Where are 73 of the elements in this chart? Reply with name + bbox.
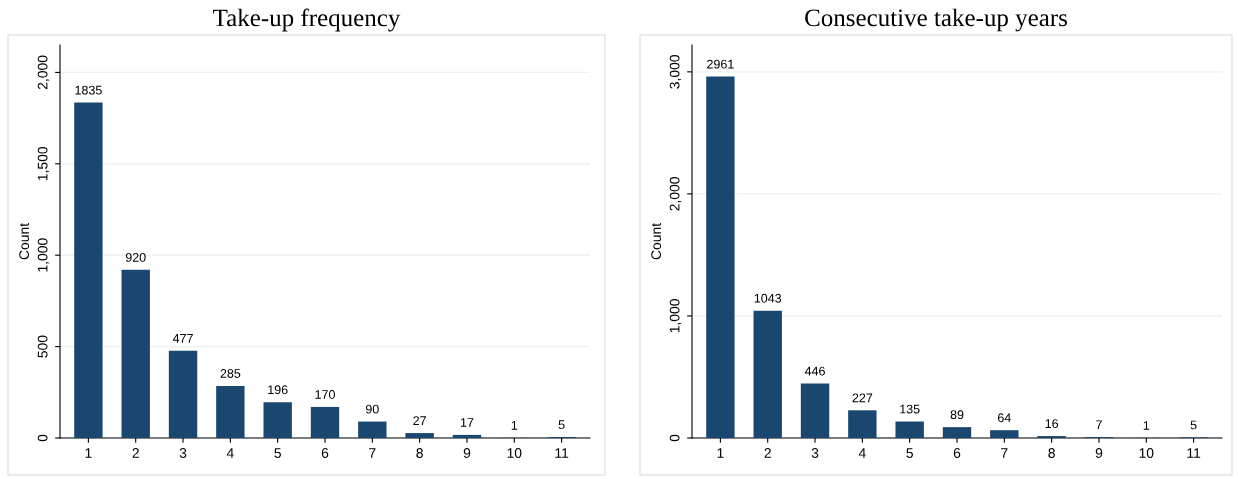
x-tick-label: 5 — [906, 448, 913, 458]
x-tick-label: 3 — [811, 448, 819, 458]
y-tick-label: 3,000 — [669, 55, 682, 89]
x-tick-label: 1 — [85, 448, 92, 458]
x-tick-label: 2 — [764, 448, 771, 458]
data-label: 1 — [511, 421, 518, 430]
bar — [990, 430, 1019, 438]
bar — [452, 434, 482, 438]
data-label: 89 — [950, 410, 964, 420]
x-tick-label: 4 — [858, 448, 866, 458]
data-label: 477 — [172, 334, 193, 343]
data-label: 920 — [125, 252, 146, 262]
data-label: 90 — [365, 404, 379, 414]
x-tick-label: 10 — [1139, 448, 1154, 458]
data-label: 5 — [1190, 420, 1197, 430]
data-label: 196 — [268, 385, 288, 395]
data-label: 1835 — [75, 85, 102, 95]
x-tick-label: 10 — [507, 448, 522, 458]
x-tick-label: 7 — [369, 448, 376, 458]
data-label: 2961 — [707, 59, 734, 69]
bar — [216, 385, 245, 438]
y-tick-label: 1,500 — [37, 146, 50, 181]
bar — [942, 427, 972, 438]
bar — [800, 383, 830, 438]
y-tick-label: 1,000 — [669, 299, 682, 333]
y-tick-label: 2,000 — [669, 177, 682, 211]
y-tick-label: 2,000 — [37, 55, 50, 90]
y-tick-label: 0 — [669, 434, 680, 442]
x-tick-label: 1 — [717, 448, 724, 458]
data-label: 446 — [804, 366, 825, 376]
y-tick-label: 0 — [37, 434, 48, 442]
y-tick-label: 500 — [37, 335, 48, 358]
x-tick-label: 6 — [321, 448, 329, 458]
x-tick-label: 11 — [555, 448, 569, 458]
x-tick-label: 4 — [226, 448, 234, 458]
x-tick-label: 8 — [416, 448, 423, 458]
data-label: 1043 — [754, 293, 782, 303]
data-label: 285 — [220, 369, 241, 378]
y-axis-title: Count — [651, 223, 662, 260]
data-label: 64 — [998, 413, 1011, 423]
bar — [706, 76, 735, 438]
bar — [753, 310, 782, 438]
bar — [848, 410, 877, 438]
data-label: 170 — [315, 390, 335, 399]
x-tick-label: 3 — [179, 448, 187, 458]
data-label: 227 — [852, 393, 873, 403]
data-label: 17 — [460, 418, 474, 427]
x-tick-label: 9 — [1095, 448, 1103, 458]
y-axis-title: Count — [19, 223, 30, 260]
x-tick-label: 2 — [132, 448, 139, 458]
bar — [74, 102, 103, 438]
bar — [121, 269, 150, 438]
x-tick-label: 9 — [463, 448, 471, 458]
bar — [405, 433, 434, 438]
data-label: 7 — [1096, 420, 1102, 429]
bar — [310, 406, 340, 438]
bar — [168, 350, 198, 438]
x-tick-label: 11 — [1187, 448, 1201, 458]
x-tick-label: 8 — [1048, 448, 1055, 458]
x-tick-label: 5 — [274, 448, 281, 458]
chart-title: Consecutive take-up years — [805, 8, 1067, 32]
bar — [895, 421, 924, 438]
y-tick-label: 1,000 — [37, 238, 50, 272]
data-label: 1 — [1143, 421, 1150, 430]
data-label: 135 — [900, 404, 920, 414]
data-label: 16 — [1045, 419, 1059, 429]
data-label: 27 — [413, 416, 426, 425]
data-label: 5 — [558, 420, 565, 430]
x-tick-label: 6 — [953, 448, 961, 458]
bar — [358, 421, 387, 438]
bar — [263, 402, 292, 438]
x-tick-label: 7 — [1001, 448, 1008, 458]
chart-title: Take-up frequency — [213, 8, 401, 32]
